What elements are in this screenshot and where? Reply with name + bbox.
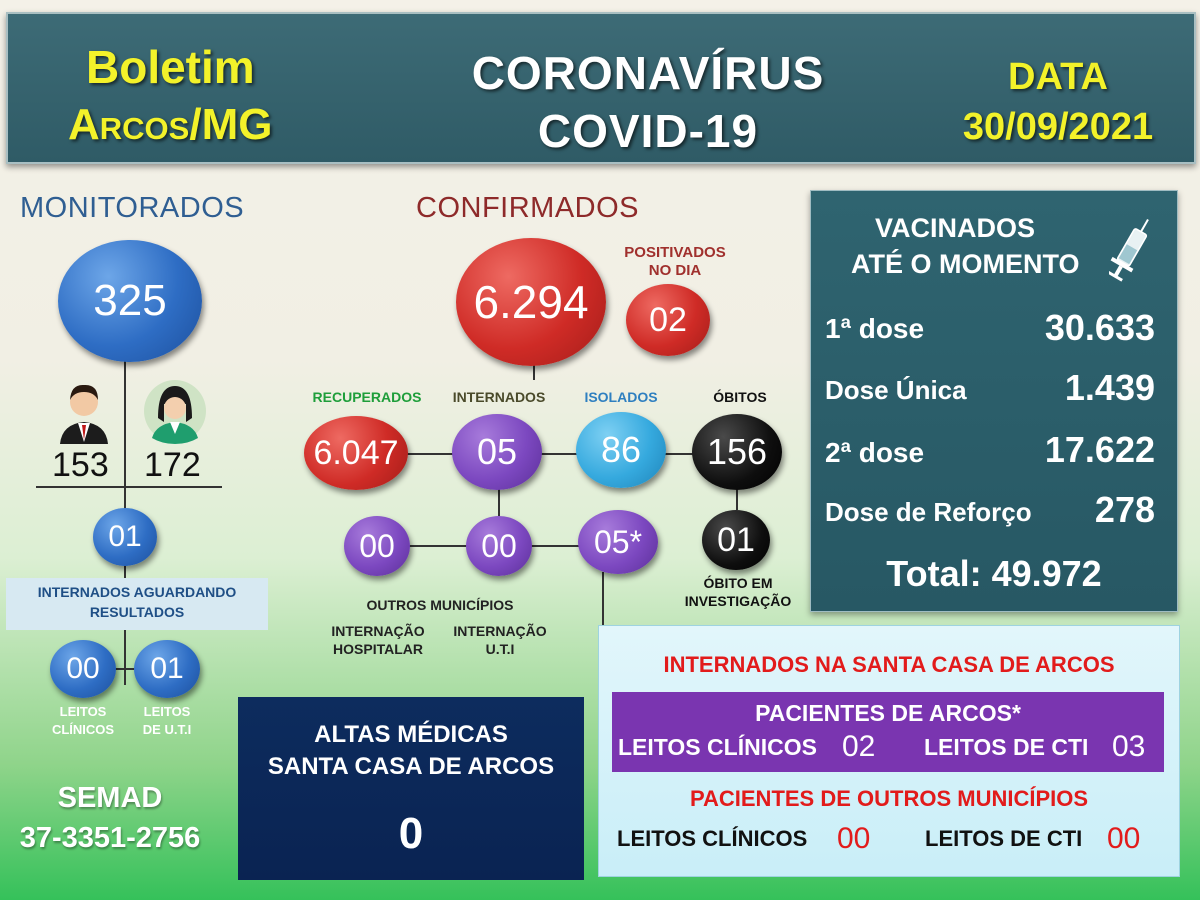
leitos-uti-circle: 01 [134, 640, 200, 698]
vacinados-total: Total: 49.972 [886, 553, 1102, 594]
semad-label: SEMAD [57, 782, 163, 814]
monitorados-total-circle: 325 [58, 240, 202, 362]
internacao-hospitalar-line1: INTERNAÇÃO [331, 623, 425, 639]
internacao-uti-label: INTERNAÇÃO U.T.I [436, 622, 564, 658]
vacinados-panel: VACINADOS ATÉ O MOMENTO 1ª dose 30.633 D… [810, 190, 1178, 612]
internacao-uti-line1: INTERNAÇÃO [453, 623, 547, 639]
vac-row-4-value: 278 [1094, 489, 1155, 530]
obitos-circle: 156 [692, 414, 782, 490]
internacao-hospitalar-circle: 00 [466, 516, 532, 576]
vacinados-title-line2: ATÉ O MOMENTO [851, 249, 1080, 279]
outros-municipios-label: OUTROS MUNICÍPIOS [366, 597, 514, 613]
altas-line2: SANTA CASA DE ARCOS [267, 753, 555, 780]
obito-investigacao-label-line1: ÓBITO EM [703, 575, 773, 591]
boletim-label: Boletim [86, 41, 255, 93]
arcos-clinicos-label: LEITOS CLÍNICOS [618, 734, 817, 760]
obito-investigacao-label-line2: INVESTIGAÇÃO [684, 593, 792, 609]
vac-row-2-value: 1.439 [1064, 367, 1155, 408]
obitos-down-connector [736, 480, 738, 510]
positivados-label-line2: NO DIA [648, 262, 702, 279]
woman-avatar-icon [144, 378, 206, 444]
confirmados-total-circle: 6.294 [456, 238, 606, 366]
monitorados-title: MONITORADOS [20, 192, 245, 224]
city-label: Arcos/MG [68, 100, 273, 149]
obito-investigacao-label: ÓBITO EM INVESTIGAÇÃO [668, 574, 808, 610]
arcos-clinicos-value: 02 [842, 730, 876, 763]
pacientes-arcos-title: PACIENTES DE ARCOS* [755, 700, 1021, 726]
internacao-hospitalar-line2: HOSPITALAR [333, 641, 423, 657]
leitos-clinicos-label-line2: CLÍNICOS [51, 722, 115, 737]
confirmados-title: CONFIRMADOS [416, 192, 639, 224]
vac-row-4-label: Dose de Reforço [825, 497, 1032, 527]
header-banner: Boletim Arcos/MG CORONAVÍRUS COVID-19 DA… [6, 12, 1196, 164]
aguardando-circle: 01 [93, 508, 157, 566]
vac-row-3-value: 17.622 [1044, 429, 1155, 470]
vac-row-1-label: 1ª dose [825, 313, 925, 344]
isolados-label: ISOLADOS [584, 389, 658, 405]
aguardando-label-line2: RESULTADOS [89, 604, 185, 620]
outros-clinicos-label: LEITOS CLÍNICOS [617, 826, 808, 851]
leitos-uti-label-line1: LEITOS [143, 704, 191, 719]
outros-cti-label: LEITOS DE CTI [925, 826, 1083, 851]
pacientes-arcos-box: PACIENTES DE ARCOS* LEITOS CLÍNICOS 02 L… [612, 692, 1164, 772]
positivados-label-line1: POSITIVADOS [624, 244, 726, 261]
monitorados-women-count: 172 [144, 446, 201, 484]
outros-cti-value: 00 [1107, 822, 1141, 855]
vacinados-title-line1: VACINADOS [875, 213, 1036, 243]
confirmados-row-connector [400, 453, 720, 455]
arcos-cti-value: 03 [1112, 730, 1146, 763]
vac-row-1-value: 30.633 [1044, 307, 1155, 348]
altas-line1: ALTAS MÉDICAS [314, 721, 508, 748]
obito-investigacao-circle: 01 [702, 510, 770, 570]
internacao-hospitalar-label: INTERNAÇÃO HOSPITALAR [314, 622, 442, 658]
internados-circle: 05 [452, 414, 542, 490]
leitos-clinicos-circle: 00 [50, 640, 116, 698]
leitos-clinicos-label-line1: LEITOS [59, 704, 107, 719]
monitorados-men-count: 153 [52, 446, 109, 484]
vac-row-3-label: 2ª dose [825, 437, 925, 468]
santa-casa-title: INTERNADOS NA SANTA CASA DE ARCOS [663, 652, 1115, 677]
syringe-icon [1107, 213, 1153, 285]
leitos-uti-label: LEITOS DE U.T.I [124, 703, 210, 739]
obitos-label: ÓBITOS [713, 389, 767, 405]
recuperados-circle: 6.047 [304, 416, 408, 490]
positivados-circle: 02 [626, 284, 710, 356]
man-avatar-icon [58, 380, 110, 444]
title-line1: CORONAVÍRUS [471, 47, 825, 99]
date-label: DATA [1008, 56, 1108, 98]
aguardando-label-box: INTERNADOS AGUARDANDO RESULTADOS [6, 578, 268, 630]
arcos-cti-label: LEITOS DE CTI [924, 734, 1089, 760]
date-value: 30/09/2021 [962, 106, 1154, 148]
internados-label: INTERNADOS [452, 389, 546, 405]
recuperados-label: RECUPERADOS [312, 389, 422, 405]
internacao-uti-line2: U.T.I [485, 641, 515, 657]
outros-pacientes-title: PACIENTES DE OUTROS MUNICÍPIOS [689, 786, 1089, 811]
internacao-uti-circle: 05* [578, 510, 658, 574]
leitos-uti-label-line2: DE U.T.I [142, 722, 192, 737]
isolados-circle: 86 [576, 412, 666, 488]
altas-value: 0 [398, 809, 424, 858]
monitorados-divider [36, 486, 222, 488]
outros-clinicos-value: 00 [837, 822, 871, 855]
title-line2: COVID-19 [537, 105, 759, 157]
semad-phone: 37-3351-2756 [19, 822, 201, 854]
altas-medicas-panel: ALTAS MÉDICAS SANTA CASA DE ARCOS 0 [238, 697, 584, 880]
leitos-clinicos-label: LEITOS CLÍNICOS [40, 703, 126, 739]
positivados-label: POSITIVADOS NO DIA [612, 244, 738, 280]
outros-municipios-circle: 00 [344, 516, 410, 576]
leitos-connector [90, 668, 160, 670]
internados-down-connector [498, 480, 500, 548]
aguardando-label-line1: INTERNADOS AGUARDANDO [37, 584, 237, 600]
vac-row-2-label: Dose Única [825, 375, 967, 405]
